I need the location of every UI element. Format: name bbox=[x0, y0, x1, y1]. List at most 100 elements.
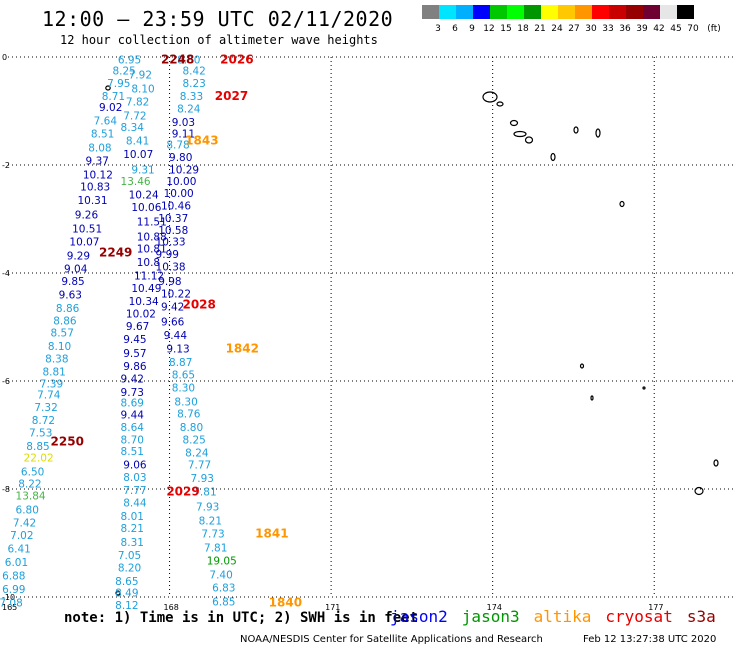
wave-height-value: 8.51 bbox=[121, 446, 144, 458]
wave-height-value: 10.12 bbox=[83, 170, 113, 182]
island-outline bbox=[524, 136, 534, 144]
wave-height-value: 7.73 bbox=[201, 528, 224, 540]
wave-height-value: 7.05 bbox=[118, 550, 141, 562]
wave-height-value: 8.12 bbox=[115, 600, 138, 612]
colorbar-label: 42 bbox=[653, 24, 665, 34]
wave-height-value: 7.93 bbox=[196, 501, 219, 513]
wave-height-value: 10.07 bbox=[123, 149, 153, 161]
wave-height-value: 10.37 bbox=[158, 213, 188, 225]
lon-tick-label: 171 bbox=[325, 603, 340, 612]
credit-text: NOAA/NESDIS Center for Satellite Applica… bbox=[240, 634, 543, 645]
pass-time-label: 1841 bbox=[255, 526, 288, 540]
credit-date: Feb 12 13:27:38 UTC 2020 bbox=[583, 634, 717, 645]
wave-height-value: 8.86 bbox=[53, 316, 77, 328]
wave-height-value: 10.24 bbox=[129, 190, 159, 202]
wave-height-value: 22.02 bbox=[24, 453, 54, 465]
wave-height-value: 10.00 bbox=[166, 176, 196, 188]
wave-height-value: 8.10 bbox=[131, 83, 154, 95]
island-outline bbox=[694, 486, 704, 496]
pass-time-label: 2029 bbox=[166, 485, 199, 499]
time-labels: 2248 2026 2027 1843 2249 2028 1842 2250 2029 1841… bbox=[51, 53, 303, 610]
wave-height-value: 9.04 bbox=[64, 264, 88, 276]
lat-tick-label: -6 bbox=[2, 377, 10, 386]
wave-height-value: 9.26 bbox=[75, 210, 99, 222]
wave-height-value: 8.76 bbox=[177, 408, 201, 420]
pass-time-label: 2248 bbox=[161, 53, 194, 67]
wave-height-value: 8.85 bbox=[26, 441, 49, 453]
wave-height-value: 19.05 bbox=[207, 555, 237, 567]
island-outline bbox=[482, 91, 498, 103]
colorbar-swatch bbox=[422, 5, 439, 19]
wave-height-value: 11.12 bbox=[134, 271, 164, 283]
colorbar-unit: (ft) bbox=[707, 24, 721, 34]
wave-height-value: 10.58 bbox=[158, 225, 188, 237]
wave-height-value: 9.63 bbox=[59, 290, 82, 302]
wave-height-value: 9.44 bbox=[164, 330, 188, 342]
wave-height-value: 7.39 bbox=[40, 379, 63, 391]
wave-height-value: 9.37 bbox=[86, 156, 109, 168]
wave-height-value: 7.93 bbox=[191, 473, 214, 485]
wave-height-value: 8.78 bbox=[166, 139, 189, 151]
wave-height-value: 10.06 bbox=[131, 202, 161, 214]
wave-height-value: 8.38 bbox=[45, 353, 68, 365]
wave-height-value: 9.31 bbox=[131, 164, 154, 176]
wave-height-value: 13.84 bbox=[16, 490, 46, 502]
wave-height-value: 9.45 bbox=[123, 334, 146, 346]
legend-item-jason2: jason2 bbox=[390, 607, 448, 626]
wave-height-value: 9.02 bbox=[99, 102, 122, 114]
wave-height-value: 8.24 bbox=[185, 447, 209, 459]
wave-height-value: 8.24 bbox=[177, 103, 201, 115]
wave-height-value: 8.01 bbox=[121, 511, 144, 523]
wave-height-value: 6.41 bbox=[7, 543, 30, 555]
wave-height-value: 10.81 bbox=[137, 244, 167, 256]
island-outline bbox=[642, 386, 646, 390]
colorbar-swatch bbox=[490, 5, 507, 19]
wave-height-value: 13.46 bbox=[121, 176, 151, 188]
pass-time-label: 2027 bbox=[215, 89, 248, 103]
island-outline bbox=[115, 590, 121, 596]
wave-height-value: 7.02 bbox=[10, 530, 33, 542]
colorbar-label: 33 bbox=[602, 24, 614, 34]
wave-height-value: 9.13 bbox=[166, 344, 189, 356]
wave-height-value: 9.66 bbox=[161, 317, 185, 329]
wave-height-value: 9.57 bbox=[123, 348, 146, 360]
colorbar-swatch bbox=[473, 5, 490, 19]
colorbar-label: 27 bbox=[568, 24, 580, 34]
wave-height-value: 8.31 bbox=[121, 537, 144, 549]
wave-height-value: 10.88 bbox=[137, 231, 167, 243]
colorbar-label: 45 bbox=[670, 24, 682, 34]
colorbar-label: 70 bbox=[687, 24, 699, 34]
wave-height-value: 8.42 bbox=[182, 66, 205, 78]
wave-height-value: 6.01 bbox=[5, 557, 28, 569]
island-outline bbox=[579, 363, 585, 369]
wave-height-value: 7.53 bbox=[29, 427, 52, 439]
wave-height-value: 8.21 bbox=[199, 515, 222, 527]
legend-item-cryosat: cryosat bbox=[605, 607, 673, 626]
lat-tick-label: -8 bbox=[2, 485, 10, 494]
colorbar-swatch bbox=[439, 5, 456, 19]
colorbar-swatch bbox=[524, 5, 541, 19]
wave-height-value: 8.20 bbox=[118, 562, 141, 574]
legend-item-jason3: jason3 bbox=[461, 607, 520, 626]
wave-height-value: 9.99 bbox=[156, 249, 179, 261]
wave-height-value: 8.81 bbox=[42, 366, 65, 378]
wave-height-value: 6.80 bbox=[16, 505, 39, 517]
pass-time-label: 2250 bbox=[51, 434, 84, 448]
wave-height-value: 8.30 bbox=[172, 382, 195, 394]
colorbar-swatch bbox=[677, 5, 694, 19]
colorbar-label: 21 bbox=[534, 24, 546, 34]
pass-time-label: 1842 bbox=[226, 342, 259, 356]
wave-height-value: 7.64 bbox=[94, 116, 118, 128]
wave-height-value: 7.81 bbox=[204, 542, 227, 554]
wave-height-value: 9.80 bbox=[169, 152, 192, 164]
wave-height-value: 6.83 bbox=[212, 582, 235, 594]
map-subtitle: 12 hour collection of altimeter wave hei… bbox=[60, 33, 378, 47]
wave-height-value: 8.72 bbox=[32, 415, 55, 427]
wave-height-value: 8.23 bbox=[182, 78, 205, 90]
wave-height-value: 8.71 bbox=[102, 91, 125, 103]
colorbar-label: 12 bbox=[483, 24, 495, 34]
wave-height-value: 7.72 bbox=[123, 110, 146, 122]
wave-height-value: 8.08 bbox=[88, 143, 111, 155]
